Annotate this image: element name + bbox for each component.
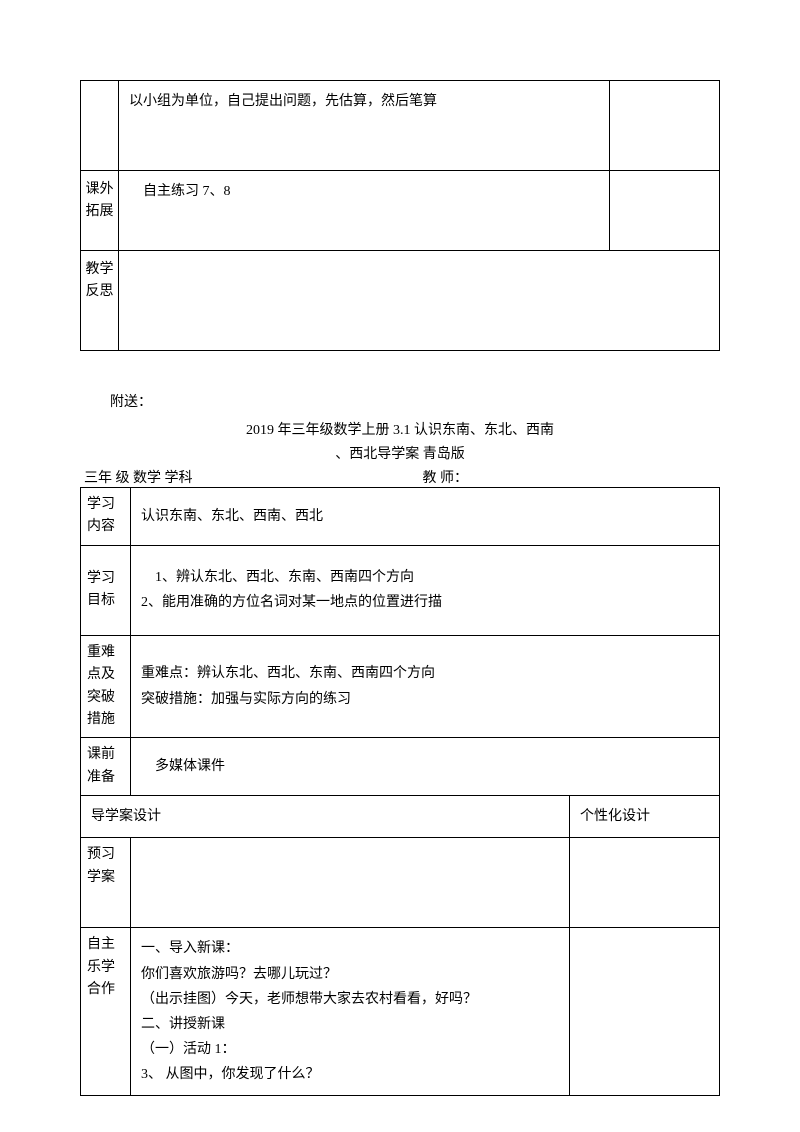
design-header-col1: 导学案设计 <box>81 796 570 838</box>
learn-goal-value: 1、辨认东北、西北、东南、西南四个方向 2、能用准确的方位名词对某一地点的位置进… <box>131 545 720 635</box>
extension-label: 课外拓展 <box>85 179 114 224</box>
attachment-label: 附送： <box>80 391 720 411</box>
preview-notes <box>570 838 720 928</box>
main-line2: 你们喜欢旅游吗？去哪儿玩过？ <box>141 962 559 987</box>
design-header-col2: 个性化设计 <box>570 796 720 838</box>
learn-goal-label: 学习目标 <box>81 545 131 635</box>
difficulty-value: 重难点：辨认东北、西北、东南、西南四个方向 突破措施：加强与实际方向的练习 <box>131 635 720 738</box>
table1-row2-notes <box>610 171 720 251</box>
table1-row3-content <box>119 251 720 351</box>
main-line4: 二、讲授新课 <box>141 1012 559 1037</box>
title-line1: 2019 年三年级数学上册 3.1 认识东南、东北、西南 <box>80 419 720 439</box>
extension-content: 自主练习 7、8 <box>129 179 599 204</box>
preview-content <box>131 838 570 928</box>
goal-line2: 2、能用准确的方位名词对某一地点的位置进行描 <box>141 590 709 615</box>
table1-row2-label: 课外拓展 <box>81 171 119 251</box>
subject-text: 三年 级 数学 学科 <box>84 467 193 487</box>
main-line5: （一）活动 1： <box>141 1037 559 1062</box>
table1-row1-label <box>81 81 119 171</box>
learn-content-value: 认识东南、东北、西南、西北 <box>131 488 720 546</box>
main-line6: 3、 从图中，你发现了什么？ <box>141 1062 559 1087</box>
difficulty-line1: 重难点：辨认东北、西北、东南、西南四个方向 <box>141 661 709 686</box>
table1-row1-notes <box>610 81 720 171</box>
difficulty-label: 重难点及突破措施 <box>81 635 131 738</box>
difficulty-line2: 突破措施：加强与实际方向的练习 <box>141 687 709 712</box>
learn-content-label: 学习内容 <box>81 488 131 546</box>
main-content: 一、导入新课： 你们喜欢旅游吗？去哪儿玩过？ （出示挂图）今天，老师想带大家去农… <box>131 928 570 1096</box>
subject-teacher-line: 三年 级 数学 学科 教 师： <box>80 467 720 487</box>
prep-value: 多媒体课件 <box>131 738 720 796</box>
document-page: 以小组为单位，自己提出问题，先估算，然后笔算 课外拓展 自主练习 7、8 教学反… <box>0 0 800 1096</box>
lesson-plan-table: 学习内容 认识东南、东北、西南、西北 学习目标 1、辨认东北、西北、东南、西南四… <box>80 487 720 1096</box>
main-line3: （出示挂图）今天，老师想带大家去农村看看，好吗？ <box>141 987 559 1012</box>
table1-row2-content: 自主练习 7、8 <box>119 171 610 251</box>
main-line1: 一、导入新课： <box>141 936 559 961</box>
preview-label: 预习学案 <box>81 838 131 928</box>
table1-row1-content: 以小组为单位，自己提出问题，先估算，然后笔算 <box>119 81 610 171</box>
main-label: 自主乐学合作 <box>81 928 131 1096</box>
prep-label: 课前准备 <box>81 738 131 796</box>
teacher-text: 教 师： <box>423 467 469 487</box>
table1-row3-label: 教学反思 <box>81 251 119 351</box>
main-notes <box>570 928 720 1096</box>
summary-table: 以小组为单位，自己提出问题，先估算，然后笔算 课外拓展 自主练习 7、8 教学反… <box>80 80 720 351</box>
prep-content: 多媒体课件 <box>141 754 709 779</box>
reflection-label: 教学反思 <box>85 259 114 304</box>
title-line2: 、西北导学案 青岛版 <box>80 443 720 463</box>
attachment-section: 附送： 2019 年三年级数学上册 3.1 认识东南、东北、西南 、西北导学案 … <box>80 391 720 1096</box>
goal-line1: 1、辨认东北、西北、东南、西南四个方向 <box>141 565 709 590</box>
